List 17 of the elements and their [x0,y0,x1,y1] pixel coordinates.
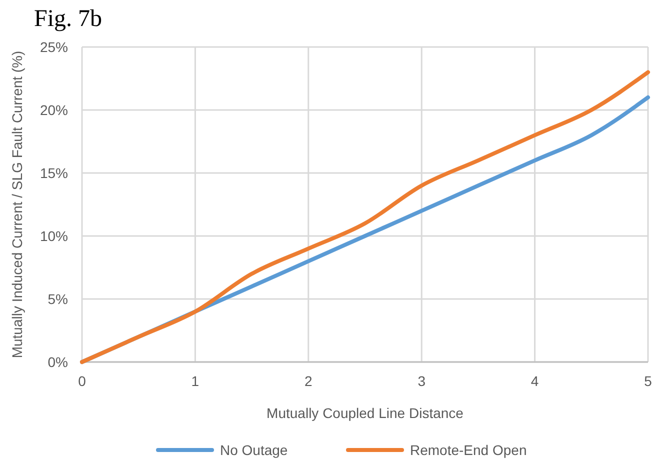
x-tick-label: 0 [78,373,86,389]
x-axis-title: Mutually Coupled Line Distance [266,405,464,421]
y-tick-label: 25% [40,39,68,55]
chart-title: Fig. 7b [34,6,102,32]
y-axis-title: Mutually Induced Current / SLG Fault Current (%) [9,50,25,358]
y-tick-label: 10% [40,228,68,244]
x-tick-label: 1 [191,373,200,389]
legend-label: No Outage [220,442,288,458]
y-tick-label: 20% [40,102,68,118]
y-tick-label: 5% [48,291,68,307]
x-tick-label: 5 [644,373,652,389]
x-tick-label: 3 [418,373,426,389]
legend-label: Remote-End Open [410,442,527,458]
y-tick-label: 0% [48,354,68,370]
y-tick-label: 15% [40,165,68,181]
x-tick-label: 4 [530,373,539,389]
x-tick-label: 2 [304,373,312,389]
